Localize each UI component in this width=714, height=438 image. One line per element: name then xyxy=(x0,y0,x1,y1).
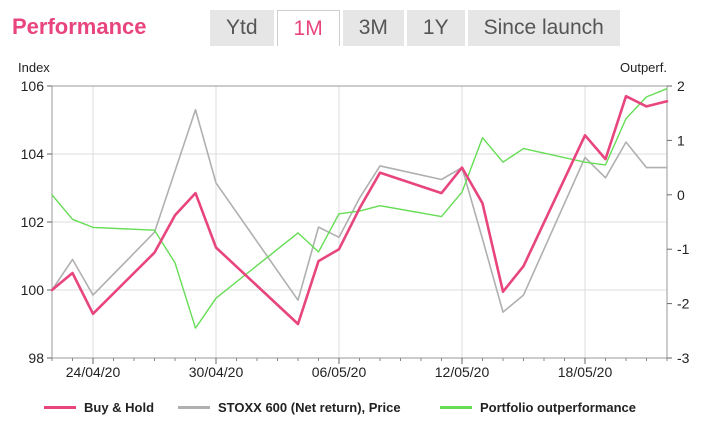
chart-legend: Buy & Hold STOXX 600 (Net return), Price… xyxy=(0,400,714,424)
left-axis-tick-label: 100 xyxy=(21,282,45,298)
tab-1y[interactable]: 1Y xyxy=(406,10,465,46)
tab-since-launch[interactable]: Since launch xyxy=(467,10,620,46)
x-axis-tick-label: 06/05/20 xyxy=(312,364,367,380)
legend-swatch-stoxx xyxy=(178,406,210,409)
series-line-outperformance xyxy=(51,87,668,329)
right-axis-tick-label: 0 xyxy=(677,187,685,203)
legend-item-outperformance: Portfolio outperformance xyxy=(440,400,636,415)
left-axis-tick-label: 104 xyxy=(21,146,45,162)
tab-1m[interactable]: 1M xyxy=(276,10,340,46)
x-axis-tick-label: 12/05/20 xyxy=(435,364,490,380)
legend-swatch-outperformance xyxy=(440,406,472,409)
performance-chart: 98 100 102 104 106 -3 -2 -1 0 1 2 24/04/20 30/04/20 0… xyxy=(21,78,690,380)
series-line-buy-hold xyxy=(50,94,669,326)
page-title: Performance xyxy=(12,14,147,39)
left-axis-tick-label: 102 xyxy=(21,214,45,230)
tab-3m[interactable]: 3M xyxy=(342,10,404,46)
right-axis-tick-label: -3 xyxy=(677,350,690,366)
legend-item-buy-hold: Buy & Hold xyxy=(44,400,154,415)
right-axis-tick-label: -2 xyxy=(677,296,690,312)
legend-swatch-buy-hold xyxy=(44,406,76,409)
period-tabs: Ytd 1M 3M 1Y Since launch xyxy=(210,10,623,46)
right-axis-tick-label: 1 xyxy=(677,132,685,148)
legend-label-stoxx: STOXX 600 (Net return), Price xyxy=(218,400,401,415)
legend-label-buy-hold: Buy & Hold xyxy=(84,400,155,415)
tab-ytd[interactable]: Ytd xyxy=(210,10,274,46)
x-axis-tick-label: 30/04/20 xyxy=(189,364,244,380)
legend-item-stoxx: STOXX 600 (Net return), Price xyxy=(178,400,401,415)
right-axis-tick-label: -1 xyxy=(677,241,690,257)
series-line-stoxx xyxy=(51,109,668,313)
left-axis-label: Index xyxy=(18,60,50,75)
right-axis-tick-label: 2 xyxy=(677,78,685,94)
right-axis-label: Outperf. xyxy=(620,60,667,75)
x-axis-tick-label: 24/04/20 xyxy=(66,364,121,380)
left-axis-tick-label: 98 xyxy=(28,350,44,366)
legend-label-outperformance: Portfolio outperformance xyxy=(480,400,637,415)
x-axis-tick-label: 18/05/20 xyxy=(558,364,613,380)
left-axis-tick-label: 106 xyxy=(21,78,45,94)
